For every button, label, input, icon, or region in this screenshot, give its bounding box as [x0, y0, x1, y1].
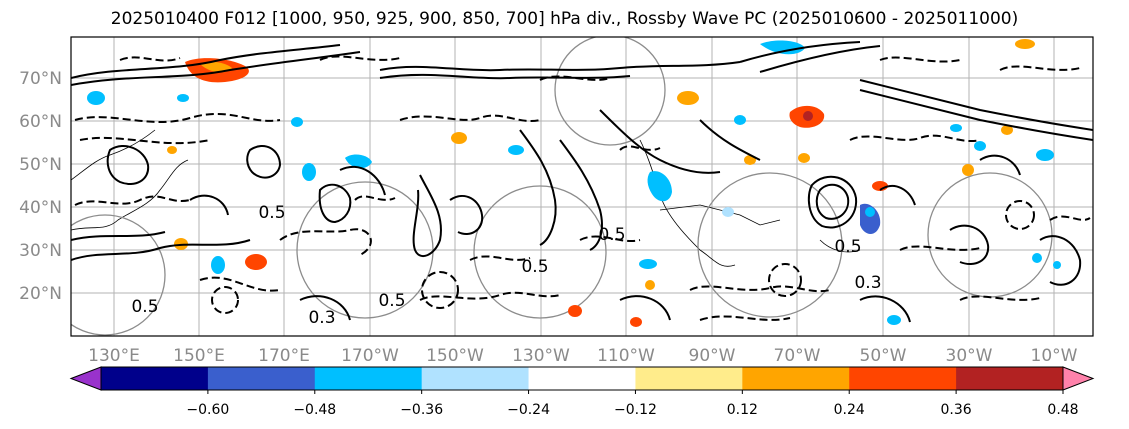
divergence-shading	[87, 39, 1061, 327]
contour-label: 0.5	[598, 225, 625, 245]
colorbar-tick-label: 0.36	[941, 402, 972, 418]
lat-tick-label: 70°N	[19, 69, 62, 89]
lon-tick-label: 150°E	[173, 346, 225, 366]
contour-label: 0.5	[378, 291, 405, 311]
colorbar-segment	[956, 367, 1064, 390]
map-title: 2025010400 F012 [1000, 950, 925, 900, 85…	[110, 9, 1019, 29]
colorbar-segment	[742, 367, 850, 390]
colorbar-tick-label: 0.12	[727, 402, 758, 418]
lon-tick-label: 90°W	[689, 346, 736, 366]
lon-tick-label: 170°W	[341, 346, 399, 366]
coastlines	[71, 129, 861, 267]
lat-tick-label: 60°N	[19, 112, 62, 132]
map-area	[71, 37, 1093, 336]
longitude-axis: 130°E 150°E 170°E 170°W 150°W 130°W 110°W 90°W 7…	[88, 346, 1078, 366]
lat-tick-label: 50°N	[19, 155, 62, 175]
colorbar-segment	[101, 367, 209, 390]
pc-circles	[71, 37, 1053, 336]
colorbar: −0.60 −0.48 −0.36 −0.24 −0.12 0.12 0.24 0.36 0.4…	[69, 366, 1095, 418]
lon-tick-label: 170°E	[258, 346, 310, 366]
colorbar-extend-high	[1062, 366, 1095, 391]
lat-tick-label: 30°N	[19, 241, 62, 261]
colorbar-tick-label: −0.48	[293, 402, 336, 418]
colorbar-tick-label: −0.60	[186, 402, 229, 418]
lon-tick-label: 10°W	[1031, 346, 1078, 366]
contour-label: 0.3	[308, 308, 335, 328]
colorbar-extend-low	[69, 366, 102, 391]
colorbar-segment	[849, 367, 957, 390]
colorbar-tick-label: 0.48	[1047, 402, 1078, 418]
contour-label: 0.5	[521, 257, 548, 277]
lon-tick-label: 30°W	[946, 346, 993, 366]
colorbar-segment	[635, 367, 743, 390]
colorbar-outline	[100, 366, 1064, 391]
lat-tick-label: 40°N	[19, 198, 62, 218]
colorbar-segment	[314, 367, 423, 390]
colorbar-tick-label: −0.24	[507, 402, 550, 418]
contour-labels: 0.5 0.5 0.3 0.5 0.5 0.3 0.5 0.5	[131, 203, 881, 328]
positive-contours	[71, 41, 1093, 323]
lon-tick-label: 150°W	[426, 346, 484, 366]
lon-tick-label: 130°W	[512, 346, 570, 366]
lon-tick-label: 130°E	[88, 346, 140, 366]
lon-tick-label: 110°W	[597, 346, 655, 366]
contour-label: 0.5	[131, 297, 158, 317]
lat-tick-label: 20°N	[19, 284, 62, 304]
contour-label: 0.5	[258, 203, 285, 223]
colorbar-segment	[528, 367, 636, 390]
colorbar-segment	[421, 367, 530, 390]
lon-tick-label: 70°W	[774, 346, 821, 366]
colorbar-tick-label: −0.12	[614, 402, 657, 418]
colorbar-segment	[207, 367, 316, 390]
map-frame	[70, 36, 1094, 337]
colorbar-tick-label: −0.36	[400, 402, 443, 418]
contour-label: 0.5	[834, 237, 861, 257]
colorbar-tick-label: 0.24	[834, 402, 865, 418]
lon-tick-label: 50°W	[860, 346, 907, 366]
latitude-axis: 70°N 60°N 50°N 40°N 30°N 20°N	[19, 69, 62, 304]
contour-label: 0.3	[854, 273, 881, 293]
